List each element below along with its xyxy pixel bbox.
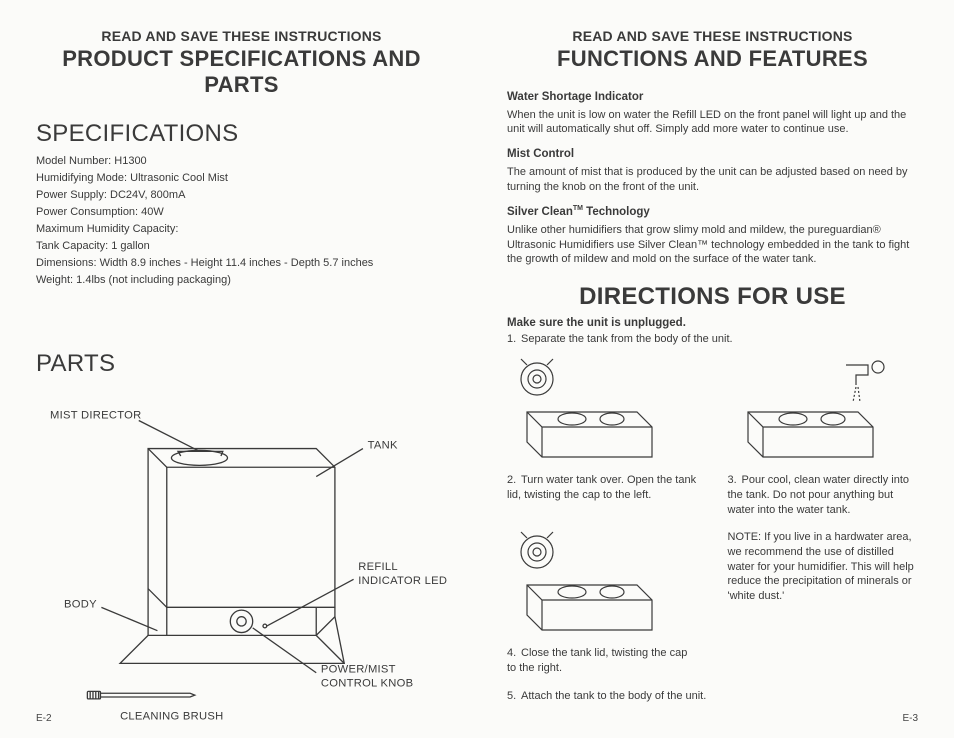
feature-title: Mist Control (507, 147, 918, 163)
spec-value: DC24V, 800mA (107, 189, 185, 201)
step-3-col: 3.Pour cool, clean water directly into t… (728, 351, 919, 518)
parts-heading: PARTS (36, 350, 447, 378)
left-page: READ AND SAVE THESE INSTRUCTIONS PRODUCT… (36, 28, 457, 718)
banner-main: PRODUCT SPECIFICATIONS AND PARTS (36, 46, 447, 98)
directions-title: DIRECTIONS FOR USE (507, 283, 918, 311)
feature-body: The amount of mist that is produced by t… (507, 165, 918, 195)
parts-diagram: MIST DIRECTOR TANK REFILL INDICATOR LED … (36, 390, 447, 731)
spec-value: 1 gallon (108, 240, 150, 252)
part-label-body: BODY (64, 598, 97, 610)
page-number-right: E-3 (902, 713, 918, 724)
part-label-refill-1: REFILL (358, 560, 398, 572)
spec-value: Ultrasonic Cool Mist (127, 172, 228, 184)
part-label-mist-director: MIST DIRECTOR (50, 409, 142, 421)
spec-label: Dimensions: (36, 257, 97, 269)
step-2-col: 2.Turn water tank over. Open the tank li… (507, 351, 698, 518)
spec-label: Model Number: (36, 155, 111, 167)
spec-value: Width 8.9 inches - Height 11.4 inches - … (97, 257, 374, 269)
banner-sub: READ AND SAVE THESE INSTRUCTIONS (507, 28, 918, 44)
step-figure-open-lid (507, 357, 667, 467)
spec-label: Tank Capacity: (36, 240, 108, 252)
feature-body: When the unit is low on water the Refill… (507, 108, 918, 138)
step-4-col: 4.Close the tank lid, twisting the cap t… (507, 524, 698, 676)
spec-label: Weight: (36, 274, 73, 286)
step-1: 1.Separate the tank from the body of the… (507, 333, 918, 345)
part-label-refill-2: INDICATOR LED (358, 574, 447, 586)
specifications-list: Model Number: H1300 Humidifying Mode: Ul… (36, 154, 447, 290)
spec-value: 40W (138, 206, 164, 218)
spec-label: Maximum Humidity Capacity: (36, 223, 178, 235)
feature-title: Silver CleanTM Technology (507, 204, 918, 220)
spec-label: Power Consumption: (36, 206, 138, 218)
left-banner: READ AND SAVE THESE INSTRUCTIONS PRODUCT… (36, 28, 447, 98)
specifications-heading: SPECIFICATIONS (36, 120, 447, 148)
feature-title: Water Shortage Indicator (507, 90, 918, 106)
step-figure-pour-water (728, 357, 888, 467)
part-label-cleaning-brush: CLEANING BRUSH (120, 710, 223, 722)
hardwater-note: NOTE: If you live in a hardwater area, w… (728, 524, 919, 676)
right-banner: READ AND SAVE THESE INSTRUCTIONS FUNCTIO… (507, 28, 918, 72)
banner-sub: READ AND SAVE THESE INSTRUCTIONS (36, 28, 447, 44)
spec-value: H1300 (111, 155, 146, 167)
spec-label: Humidifying Mode: (36, 172, 127, 184)
step-note: Make sure the unit is unplugged. (507, 317, 918, 329)
right-page: READ AND SAVE THESE INSTRUCTIONS FUNCTIO… (497, 28, 918, 718)
banner-main: FUNCTIONS AND FEATURES (507, 46, 918, 72)
feature-mist-control: Mist Control The amount of mist that is … (507, 147, 918, 194)
feature-body: Unlike other humidifiers that grow slimy… (507, 223, 918, 268)
part-label-knob-2: CONTROL KNOB (321, 677, 413, 689)
part-label-tank: TANK (368, 439, 398, 451)
spec-label: Power Supply: (36, 189, 107, 201)
spec-value: 1.4lbs (not including packaging) (73, 274, 231, 286)
feature-silver-clean: Silver CleanTM Technology Unlike other h… (507, 204, 918, 267)
feature-water-shortage: Water Shortage Indicator When the unit i… (507, 90, 918, 137)
page-number-left: E-2 (36, 713, 52, 724)
step-figure-close-lid (507, 530, 667, 640)
step-5: 5.Attach the tank to the body of the uni… (507, 690, 918, 702)
part-label-knob-1: POWER/MIST (321, 663, 396, 675)
